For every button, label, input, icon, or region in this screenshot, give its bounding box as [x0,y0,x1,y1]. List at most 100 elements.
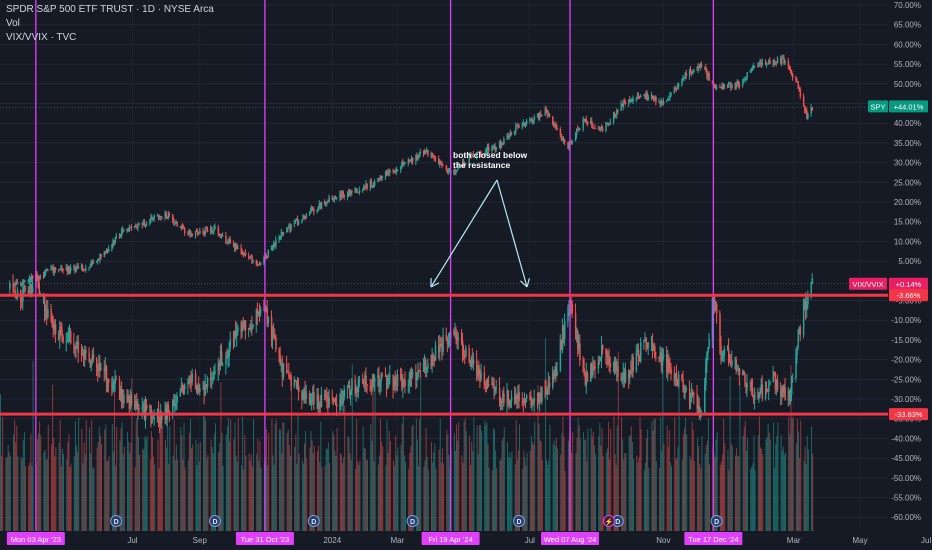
candle-body [77,341,80,353]
volume-bar [601,427,603,531]
candle-body [553,124,555,127]
volume-bar [221,433,223,531]
candle-body [38,282,40,297]
candle-body [411,374,413,379]
volume-bar [728,470,730,531]
candle-body [80,266,83,269]
candle-body [751,387,754,397]
volume-bar [549,424,551,531]
candle-body [187,381,189,385]
volume-bar [584,440,586,531]
volume-bar [652,430,654,531]
candle-body [491,147,493,152]
candle-body [646,343,649,348]
candle-body [350,190,352,195]
candle-body [419,152,422,154]
candle-body [506,135,508,140]
volume-bar [105,424,107,531]
candle-body [517,392,519,400]
candle-body [395,169,398,172]
vix-value-badge [889,277,928,290]
candle-body [617,366,619,377]
candle-body [100,254,102,257]
candle-body [39,275,42,279]
candle-body [257,312,260,315]
candle-body [371,185,374,187]
candle-body [59,327,61,339]
volume-bar [251,466,253,531]
y-tick-label: 25.00% [894,178,921,187]
volume-bar [288,444,290,531]
candle-body [658,357,660,360]
candle-body [515,394,517,404]
candle-body [766,389,768,391]
volume-bar [382,446,384,531]
candle-body [62,269,64,271]
candle-body [696,69,698,71]
candle-body [106,379,109,383]
volume-bar [297,412,299,531]
candle-body [492,146,494,148]
volume-bar [653,419,655,531]
candle-body [228,347,230,357]
volume-bar [469,435,471,531]
candle-body [220,235,223,237]
candle-body [628,370,630,379]
volume-bar [38,433,40,531]
volume-bar [157,439,159,531]
candle-body [335,399,337,404]
candle-body [612,113,615,122]
candle-body [179,226,182,228]
candle-body [153,215,156,218]
volume-bar [385,465,387,531]
candle-body [83,352,85,360]
volume-bar [762,454,764,531]
candle-body [319,203,322,209]
volume-bar [260,467,262,531]
candle-body [616,366,618,372]
y-tick-label: -50.00% [891,474,921,483]
volume-bar [465,430,467,531]
secondary-symbol-legend: VIX/VVIX · TVC [6,32,77,43]
candle-body [54,267,57,270]
candle-body [234,246,236,250]
candle-body [555,124,557,129]
candle-body [715,87,717,89]
candle-body [249,327,251,330]
candle-body [160,413,162,424]
candle-body [464,356,466,358]
lower-level-badge-text: -33.83% [895,410,923,419]
candle-body [476,152,478,157]
candle-body [176,396,178,403]
candle-body [636,349,639,352]
candle-body [395,384,398,387]
candle-body [606,122,608,125]
volume-bar [199,441,201,531]
candle-body [15,296,18,299]
candle-body [120,235,122,237]
candle-body [146,404,148,409]
candle-body [750,68,753,71]
candle-body [675,88,678,90]
volume-bar [747,437,749,531]
candle-body [23,280,25,283]
candle-body [668,97,670,99]
candle-body [42,275,45,277]
volume-bar [77,452,79,531]
candle-body [165,212,168,217]
volume-bar [287,429,289,531]
candle-body [655,356,657,358]
candle-body [659,101,662,105]
candle-body [263,309,265,311]
candle-body [696,394,698,409]
y-tick-label: 30.00% [894,159,921,168]
candle-body [548,113,551,117]
volume-bar [274,423,276,531]
arrow-head [430,282,440,288]
candle-body [501,143,503,147]
candle-body [577,129,579,131]
volume-bar [737,455,739,531]
candle-body [70,331,72,344]
